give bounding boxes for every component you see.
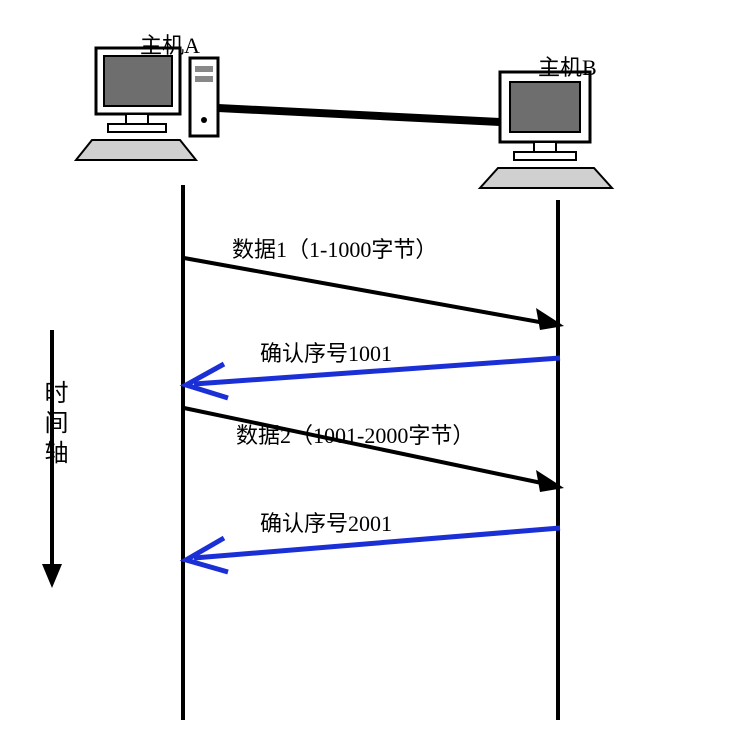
timeline-label: 时间轴 [36,380,71,470]
diagram-svg [0,0,738,748]
host-b-icon [480,72,612,188]
host-a-label: 主机A [140,28,200,60]
host-a-icon [76,48,218,160]
msg-data-1 [184,258,564,330]
msg-label-data1: 数据1（1-1000字节） [232,232,437,264]
host-b-label: 主机B [538,50,597,82]
msg-label-data2: 数据2（1001-2000字节） [236,418,474,450]
msg-label-ack1001: 确认序号1001 [260,336,392,368]
network-link [218,108,500,122]
msg-label-ack2001: 确认序号2001 [260,506,392,538]
